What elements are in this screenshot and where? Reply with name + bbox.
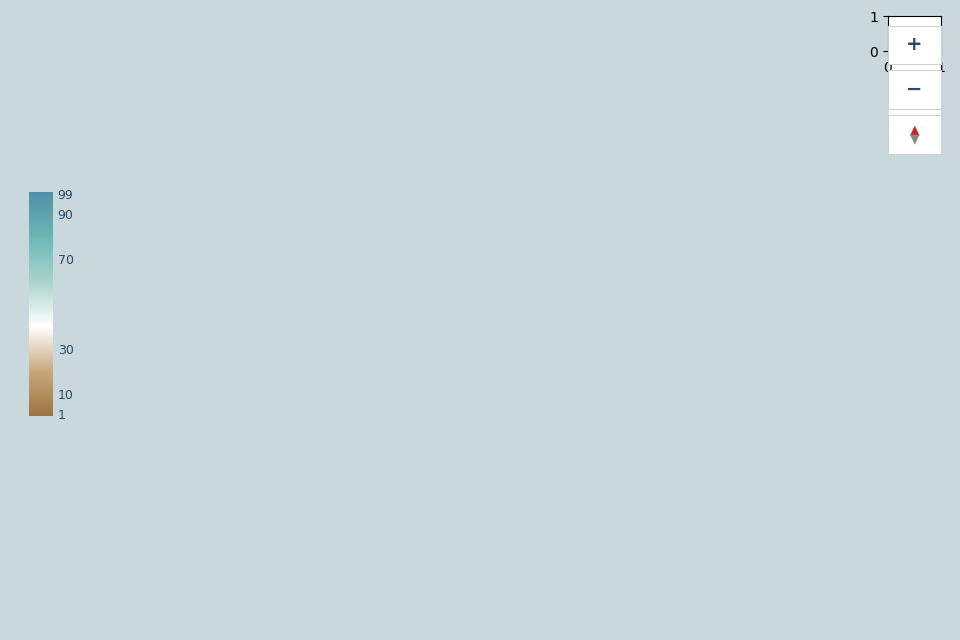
Text: +: + — [906, 35, 923, 54]
Text: ▲: ▲ — [909, 124, 920, 136]
Text: ▼: ▼ — [909, 132, 920, 145]
Text: −: − — [906, 80, 923, 99]
